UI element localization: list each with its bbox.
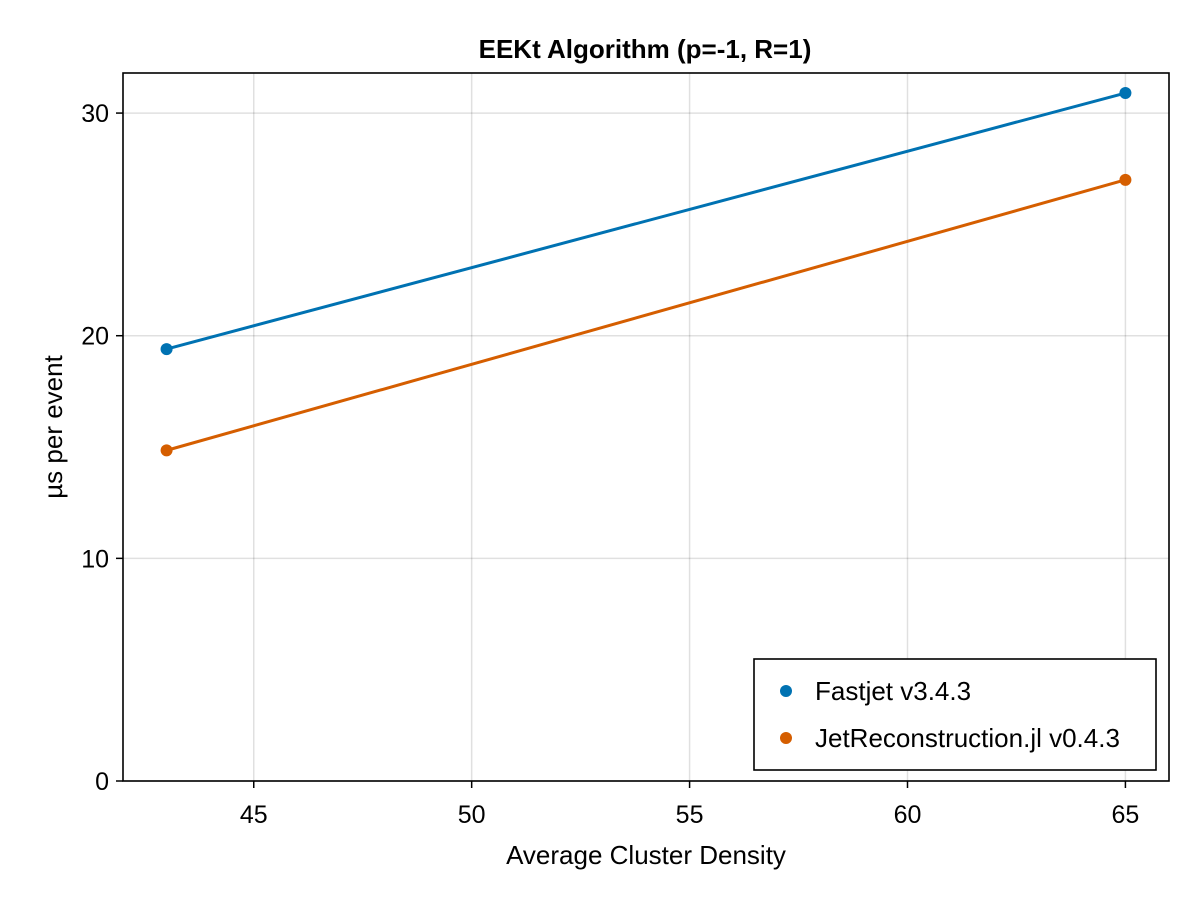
x-tick-label: 55 <box>676 801 704 829</box>
plot-frame <box>122 72 1170 782</box>
y-axis-label: µs per event <box>38 354 68 498</box>
legend-box <box>753 658 1157 771</box>
series-line-0 <box>166 91 1126 351</box>
series-0-point <box>1119 87 1132 100</box>
x-axis-label: Average Cluster Density <box>506 840 786 870</box>
x-axis-ticks: 45 50 55 60 65 <box>240 781 1139 829</box>
y-tick-label: 0 <box>95 768 109 796</box>
series-line-1 <box>166 178 1126 452</box>
legend-marker-fastjet <box>780 685 792 697</box>
y-axis-ticks: 0 10 20 30 <box>81 100 123 796</box>
chart-title: EEKt Algorithm (p=-1, R=1) <box>479 34 812 64</box>
legend-label-jetreconstruction: JetReconstruction.jl v0.4.3 <box>815 723 1120 753</box>
series-layer <box>160 87 1132 457</box>
series-1-point <box>1119 173 1132 186</box>
y-tick-label: 10 <box>81 545 109 573</box>
x-tick-label: 65 <box>1112 801 1140 829</box>
x-tick-label: 45 <box>240 801 268 829</box>
legend-marker-jetreconstruction <box>780 732 792 744</box>
x-tick-label: 60 <box>894 801 922 829</box>
x-tick-label: 50 <box>458 801 486 829</box>
legend: Fastjet v3.4.3 JetReconstruction.jl v0.4… <box>753 658 1157 771</box>
series-0-point <box>160 343 173 356</box>
y-tick-label: 30 <box>81 100 109 128</box>
series-1-point <box>160 444 173 457</box>
y-tick-label: 20 <box>81 323 109 351</box>
legend-label-fastjet: Fastjet v3.4.3 <box>815 676 971 706</box>
